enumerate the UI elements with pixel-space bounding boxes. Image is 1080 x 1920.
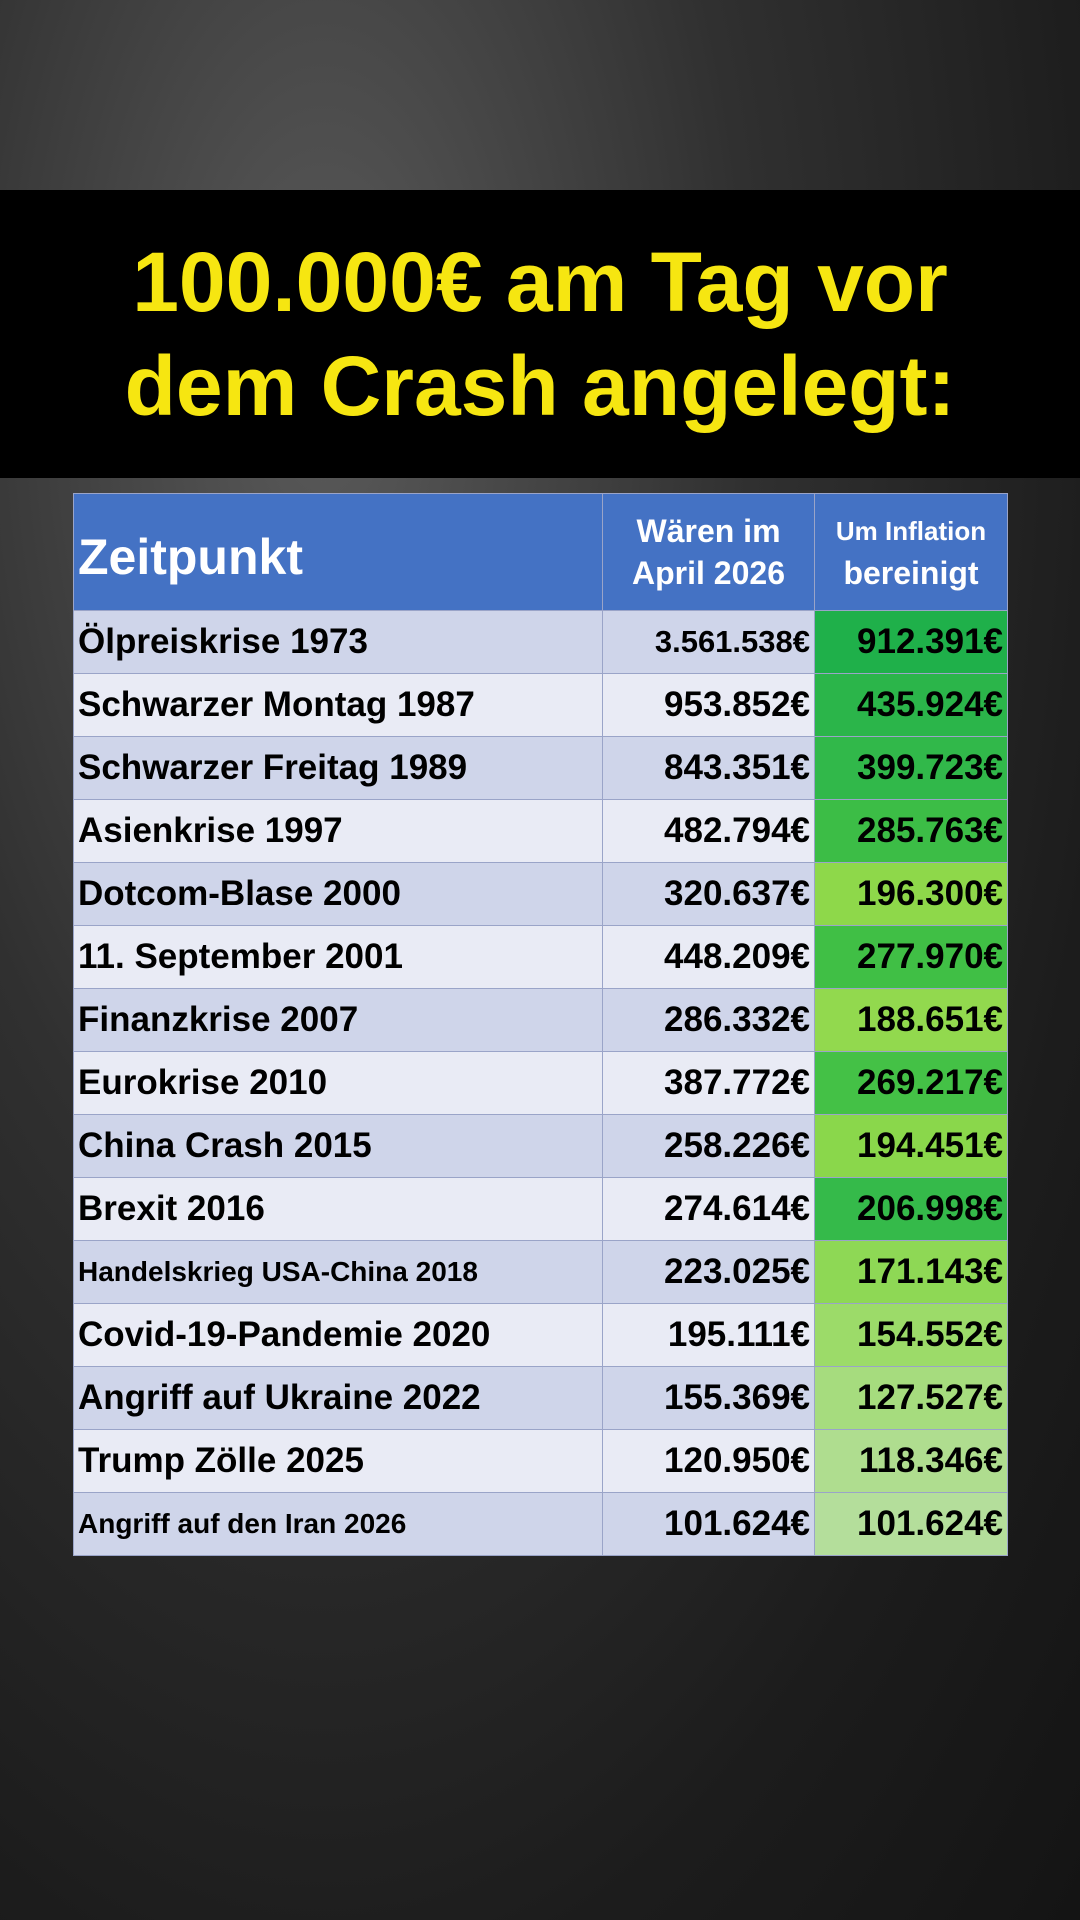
column-header-line: bereinigt	[843, 555, 979, 591]
inflation-cell: 154.552€	[814, 1303, 1008, 1367]
table-row: Dotcom-Blase 2000 320.637€ 196.300€	[73, 862, 1008, 926]
column-header: Um Inflation bereinigt	[814, 493, 1008, 611]
column-header: Wären im April 2026	[602, 493, 815, 611]
title-line: 100.000€ am Tag vor	[132, 235, 948, 329]
table-body: Ölpreiskrise 1973 3.561.538€ 912.391€ Schwa…	[73, 610, 1008, 1556]
value-cell: 320.637€	[602, 862, 815, 926]
table: Zeitpunkt Wären im April 2026 Um Inflation b…	[73, 493, 1008, 1556]
inflation-cell: 277.970€	[814, 925, 1008, 989]
inflation-cell: 196.300€	[814, 862, 1008, 926]
event-cell: Covid-19-Pandemie 2020	[73, 1303, 603, 1367]
inflation-cell: 912.391€	[814, 610, 1008, 674]
value-cell: 387.772€	[602, 1051, 815, 1115]
value-cell: 482.794€	[602, 799, 815, 863]
inflation-cell: 206.998€	[814, 1177, 1008, 1241]
table-row: Handelskrieg USA-China 2018 223.025€ 171.1…	[73, 1240, 1008, 1304]
event-cell: Schwarzer Montag 1987	[73, 673, 603, 737]
event-cell: Handelskrieg USA-China 2018	[73, 1240, 603, 1304]
event-cell: Trump Zölle 2025	[73, 1429, 603, 1493]
header-row: Zeitpunkt Wären im April 2026 Um Inflation b…	[73, 493, 1008, 611]
inflation-cell: 194.451€	[814, 1114, 1008, 1178]
value-cell: 195.111€	[602, 1303, 815, 1367]
event-cell: Brexit 2016	[73, 1177, 603, 1241]
event-cell: Angriff auf Ukraine 2022	[73, 1366, 603, 1430]
table-row: Angriff auf Ukraine 2022 155.369€ 127.527€	[73, 1366, 1008, 1430]
table-header: Zeitpunkt Wären im April 2026 Um Inflation b…	[73, 493, 1008, 611]
event-cell: Angriff auf den Iran 2026	[73, 1492, 603, 1556]
event-cell: China Crash 2015	[73, 1114, 603, 1178]
event-cell: 11. September 2001	[73, 925, 603, 989]
event-cell: Eurokrise 2010	[73, 1051, 603, 1115]
table-row: Brexit 2016 274.614€ 206.998€	[73, 1177, 1008, 1241]
value-cell: 448.209€	[602, 925, 815, 989]
inflation-cell: 435.924€	[814, 673, 1008, 737]
column-header: Zeitpunkt	[73, 493, 603, 611]
title-banner: 100.000€ am Tag vor dem Crash angelegt:	[0, 190, 1080, 478]
inflation-cell: 171.143€	[814, 1240, 1008, 1304]
column-header-line: April 2026	[632, 555, 785, 591]
table-row: Eurokrise 2010 387.772€ 269.217€	[73, 1051, 1008, 1115]
table-row: Finanzkrise 2007 286.332€ 188.651€	[73, 988, 1008, 1052]
event-cell: Dotcom-Blase 2000	[73, 862, 603, 926]
event-cell: Finanzkrise 2007	[73, 988, 603, 1052]
value-cell: 155.369€	[602, 1366, 815, 1430]
table-row: Covid-19-Pandemie 2020 195.111€ 154.552€	[73, 1303, 1008, 1367]
table-row: Schwarzer Montag 1987 953.852€ 435.924€	[73, 673, 1008, 737]
table-row: 11. September 2001 448.209€ 277.970€	[73, 925, 1008, 989]
table-row: Asienkrise 1997 482.794€ 285.763€	[73, 799, 1008, 863]
value-cell: 286.332€	[602, 988, 815, 1052]
inflation-cell: 269.217€	[814, 1051, 1008, 1115]
event-cell: Schwarzer Freitag 1989	[73, 736, 603, 800]
table-row: Ölpreiskrise 1973 3.561.538€ 912.391€	[73, 610, 1008, 674]
table-row: Angriff auf den Iran 2026 101.624€ 101.624…	[73, 1492, 1008, 1556]
value-cell: 258.226€	[602, 1114, 815, 1178]
column-header-line: Zeitpunkt	[78, 529, 303, 585]
inflation-cell: 285.763€	[814, 799, 1008, 863]
inflation-cell: 118.346€	[814, 1429, 1008, 1493]
column-header-line: Um Inflation	[835, 516, 987, 546]
event-cell: Asienkrise 1997	[73, 799, 603, 863]
value-cell: 101.624€	[602, 1492, 815, 1556]
title-line: dem Crash angelegt:	[124, 339, 956, 433]
value-cell: 843.351€	[602, 736, 815, 800]
value-cell: 3.561.538€	[602, 610, 815, 674]
inflation-cell: 101.624€	[814, 1492, 1008, 1556]
table-row: Schwarzer Freitag 1989 843.351€ 399.723€	[73, 736, 1008, 800]
table-row: Trump Zölle 2025 120.950€ 118.346€	[73, 1429, 1008, 1493]
inflation-cell: 188.651€	[814, 988, 1008, 1052]
column-header-line: Wären im	[636, 513, 781, 549]
table-row: China Crash 2015 258.226€ 194.451€	[73, 1114, 1008, 1178]
inflation-cell: 399.723€	[814, 736, 1008, 800]
event-cell: Ölpreiskrise 1973	[73, 610, 603, 674]
value-cell: 120.950€	[602, 1429, 815, 1493]
value-cell: 953.852€	[602, 673, 815, 737]
inflation-cell: 127.527€	[814, 1366, 1008, 1430]
value-cell: 274.614€	[602, 1177, 815, 1241]
value-cell: 223.025€	[602, 1240, 815, 1304]
